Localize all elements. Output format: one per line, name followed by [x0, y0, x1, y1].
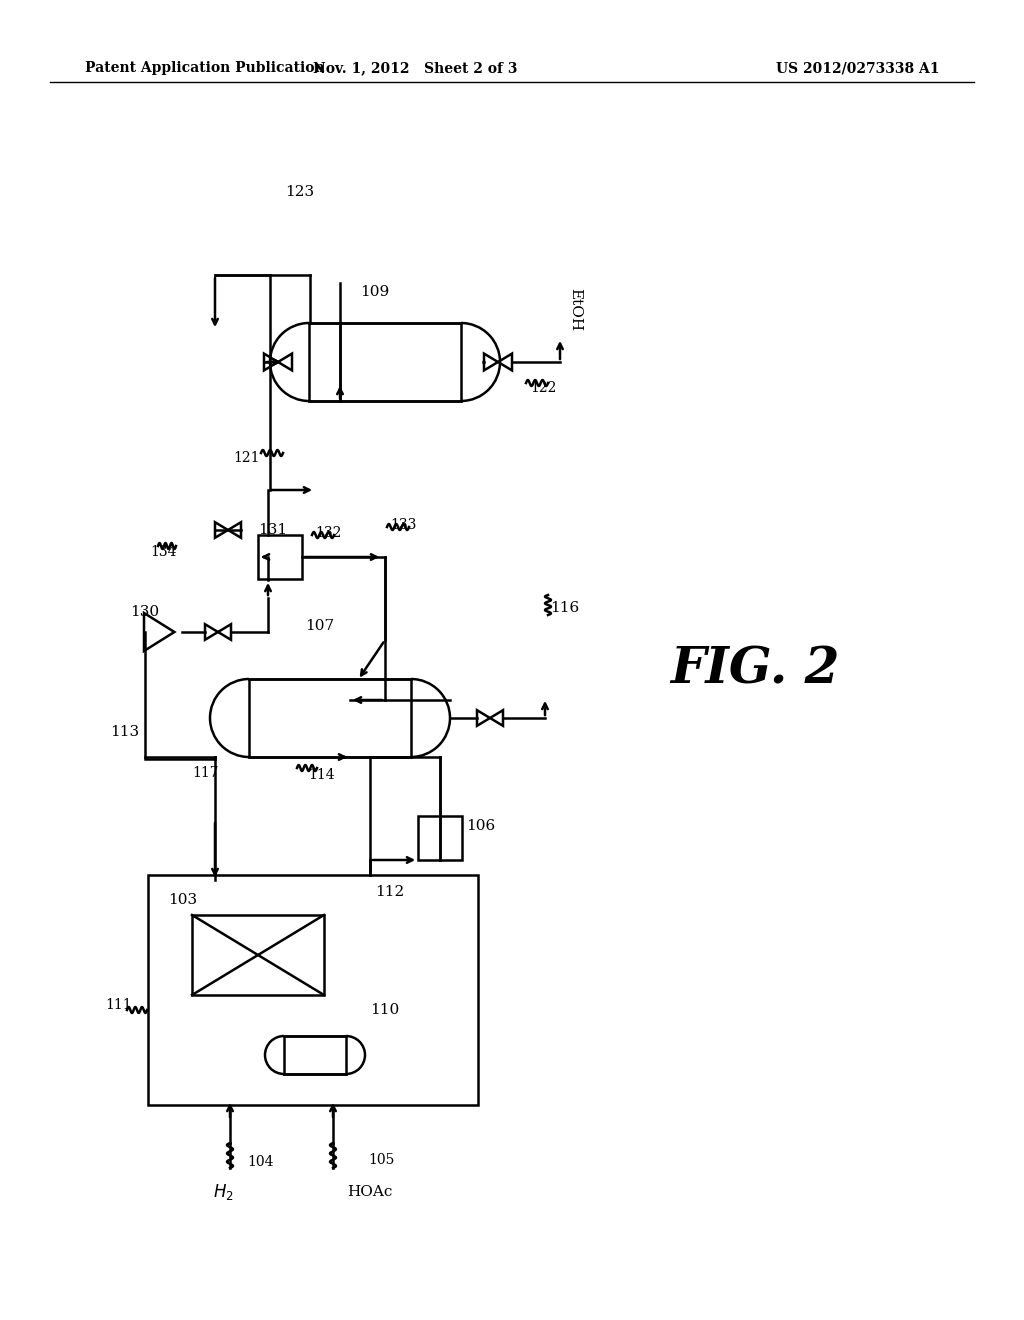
- Text: 117: 117: [193, 766, 219, 780]
- Text: 132: 132: [315, 525, 341, 540]
- Text: 113: 113: [110, 725, 139, 739]
- Bar: [193, 915, 324, 995]
- Bar: [249, 678, 411, 756]
- Text: HOAc: HOAc: [347, 1185, 392, 1199]
- Text: 105: 105: [368, 1152, 394, 1167]
- Bar: [418, 816, 462, 861]
- Text: 116: 116: [550, 601, 580, 615]
- Bar: [309, 323, 461, 401]
- Text: US 2012/0273338 A1: US 2012/0273338 A1: [776, 61, 940, 75]
- Bar: [258, 535, 302, 579]
- Bar: [284, 1036, 346, 1074]
- Bar: [148, 875, 478, 1105]
- Text: 106: 106: [466, 818, 496, 833]
- Text: $H_2$: $H_2$: [213, 1181, 233, 1203]
- Text: 112: 112: [375, 884, 404, 899]
- Text: 104: 104: [247, 1155, 273, 1170]
- Text: Patent Application Publication: Patent Application Publication: [85, 61, 325, 75]
- Text: 110: 110: [370, 1003, 399, 1016]
- Text: 123: 123: [285, 185, 314, 199]
- Text: Nov. 1, 2012   Sheet 2 of 3: Nov. 1, 2012 Sheet 2 of 3: [312, 61, 517, 75]
- Text: 121: 121: [233, 451, 259, 465]
- Text: 134: 134: [150, 545, 176, 558]
- Text: 111: 111: [105, 998, 132, 1012]
- Text: 131: 131: [258, 523, 287, 537]
- Text: 133: 133: [390, 517, 417, 532]
- Text: 122: 122: [530, 381, 556, 395]
- Text: 107: 107: [305, 619, 334, 634]
- Text: EtOH: EtOH: [568, 289, 582, 331]
- Text: FIG. 2: FIG. 2: [671, 645, 840, 694]
- Text: 109: 109: [360, 285, 389, 300]
- Text: 114: 114: [308, 768, 335, 781]
- Text: 103: 103: [168, 894, 198, 907]
- Text: 130: 130: [130, 605, 159, 619]
